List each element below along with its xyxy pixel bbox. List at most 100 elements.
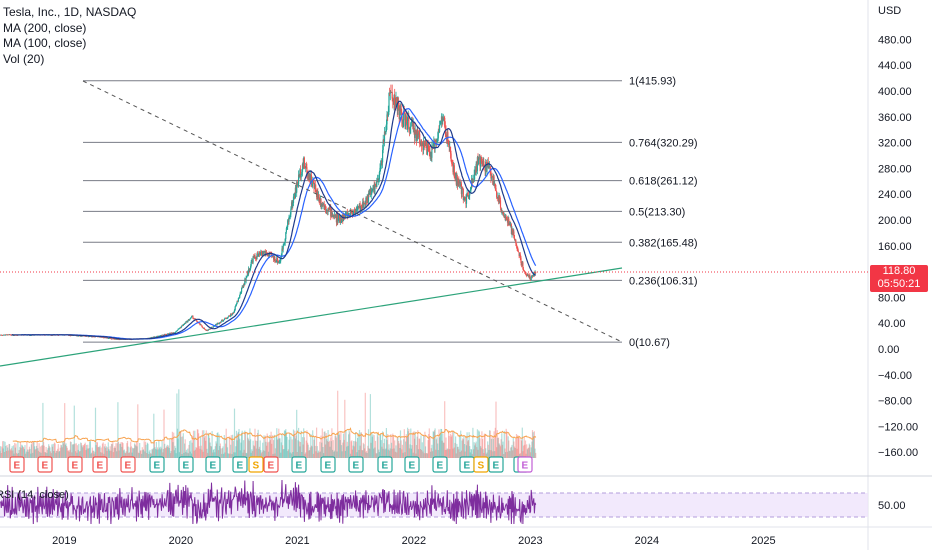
volume-bar xyxy=(130,446,132,458)
volume-bar xyxy=(208,435,210,458)
volume-bar xyxy=(269,435,271,458)
candle-body xyxy=(380,165,382,168)
candle-body xyxy=(430,153,432,157)
volume-bar xyxy=(155,442,157,458)
volume-bar xyxy=(267,451,270,458)
candle-body xyxy=(283,243,285,246)
volume-bar xyxy=(287,451,289,458)
volume-bar xyxy=(73,405,75,458)
earnings-badge[interactable]: E xyxy=(320,456,336,473)
volume-bar xyxy=(444,401,446,458)
candle-body xyxy=(105,337,107,339)
earnings-badge[interactable]: E xyxy=(205,456,221,473)
support-trendline[interactable] xyxy=(0,267,623,367)
candle-body xyxy=(228,315,230,317)
candle-body xyxy=(365,198,368,201)
earnings-badge[interactable]: E xyxy=(263,456,279,473)
volume-bar xyxy=(105,447,107,458)
volume-bar xyxy=(504,448,506,458)
volume-bar xyxy=(497,437,500,458)
candle-body xyxy=(371,191,373,195)
symbol-title[interactable]: Tesla, Inc., 1D, NASDAQ xyxy=(3,5,137,19)
candle-body xyxy=(396,97,398,103)
volume-bar xyxy=(195,447,197,458)
candle-body xyxy=(168,333,170,335)
earnings-badge[interactable]: E xyxy=(149,456,165,473)
volume-bar xyxy=(86,448,88,458)
earnings-badge[interactable]: E xyxy=(377,456,393,473)
volume-bar xyxy=(72,444,74,458)
chart-legend[interactable]: Tesla, Inc., 1D, NASDAQ MA (200, close) … xyxy=(3,5,136,67)
earnings-badge[interactable]: E xyxy=(232,456,248,473)
candle-body xyxy=(421,140,423,147)
candle-body xyxy=(231,314,233,316)
volume-bar xyxy=(487,444,489,458)
candle-body xyxy=(533,272,535,275)
volume-bar xyxy=(105,446,107,458)
earnings-badge[interactable]: E xyxy=(9,456,25,473)
earnings-badge[interactable]: E xyxy=(37,456,53,473)
volume-bar xyxy=(143,441,145,458)
earnings-badge[interactable]: E xyxy=(348,456,364,473)
volume-bar xyxy=(180,431,182,458)
volume-bar xyxy=(487,441,489,458)
rsi-legend[interactable]: RSI (14, close) xyxy=(0,489,69,501)
volume-bar xyxy=(0,450,1,458)
earnings-badge[interactable]: E xyxy=(517,456,533,473)
earnings-badge[interactable]: E xyxy=(432,456,448,473)
volume-bar xyxy=(30,453,32,458)
volume-bar xyxy=(402,452,404,458)
volume-bar xyxy=(39,451,41,458)
ma200-legend[interactable]: MA (200, close) xyxy=(3,20,87,35)
earnings-badge[interactable]: E xyxy=(92,456,108,473)
volume-bar xyxy=(66,447,68,458)
volume-legend[interactable]: Vol (20) xyxy=(3,51,45,66)
candle-body xyxy=(239,292,241,295)
volume-bar xyxy=(235,430,238,458)
volume-bar xyxy=(393,448,395,458)
volume-bar xyxy=(492,438,494,458)
svg-text:E: E xyxy=(409,461,416,472)
volume-bar xyxy=(522,451,524,458)
ma100-line[interactable] xyxy=(11,100,536,340)
earnings-badge[interactable]: E xyxy=(291,456,307,473)
candle-body xyxy=(224,317,226,320)
candle-body xyxy=(441,116,443,122)
volume-bar xyxy=(439,433,441,458)
volume-bar xyxy=(42,402,44,458)
split-event-badge[interactable]: S xyxy=(248,456,264,473)
volume-bar xyxy=(192,436,194,458)
candle-body xyxy=(203,328,205,330)
volume-bar xyxy=(232,441,234,458)
candle-body xyxy=(240,292,242,293)
earnings-badge[interactable]: E xyxy=(488,456,504,473)
earnings-badge[interactable]: E xyxy=(67,456,83,473)
ma200-line[interactable] xyxy=(21,108,537,340)
volume-bar xyxy=(198,433,200,458)
volume-bar xyxy=(419,449,421,458)
ma100-legend[interactable]: MA (100, close) xyxy=(3,36,87,50)
volume-bar xyxy=(102,442,104,458)
earnings-badge[interactable]: E xyxy=(404,456,420,473)
candle-body xyxy=(77,335,79,337)
rsi-line[interactable] xyxy=(0,479,537,525)
volume-bar xyxy=(458,449,460,458)
candle-body xyxy=(274,257,276,262)
earnings-badge[interactable]: E xyxy=(459,456,475,473)
candle-body xyxy=(107,338,109,339)
candle-body xyxy=(226,318,228,320)
earnings-badge[interactable]: E xyxy=(120,456,136,473)
earnings-badge[interactable]: E xyxy=(178,456,194,473)
fib-trend-dashed-line[interactable] xyxy=(82,80,623,343)
volume-bar xyxy=(372,434,374,458)
candle-body xyxy=(425,140,427,146)
volume-bar xyxy=(192,430,195,458)
volume-bar xyxy=(96,442,98,458)
volume-bar xyxy=(505,428,507,458)
price-axis-tick: −40.00 xyxy=(878,370,912,382)
candle-body xyxy=(114,338,116,340)
candle-body xyxy=(102,337,104,338)
volume-bar xyxy=(344,399,346,458)
split-event-badge[interactable]: S xyxy=(473,456,489,473)
